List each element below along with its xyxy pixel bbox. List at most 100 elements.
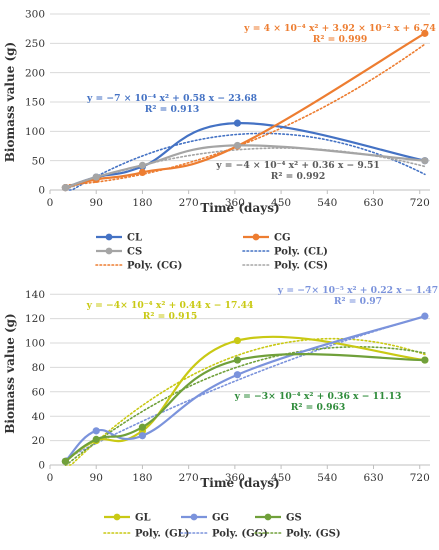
x-tick-label: 720 bbox=[410, 472, 430, 484]
x-tick-label: 0 bbox=[47, 197, 54, 209]
r-squared-gs: R² = 0.963 bbox=[291, 402, 346, 413]
gridlines: 0 50 100 150 200 250 300 bbox=[25, 9, 430, 197]
y-tick-label: 20 bbox=[32, 435, 45, 447]
point-gs bbox=[233, 356, 242, 364]
legend-item: Poly. (CG) bbox=[95, 261, 182, 272]
x-tick-label: 720 bbox=[410, 197, 430, 209]
legend-label: Poly. (GS) bbox=[286, 529, 341, 540]
legend-label: CL bbox=[127, 233, 142, 244]
x-tick-label: 270 bbox=[179, 472, 199, 484]
x-axis-label: Time (days) bbox=[200, 476, 279, 490]
y-tick-label: 250 bbox=[25, 38, 45, 50]
legend-marker bbox=[264, 513, 272, 521]
y-tick-label: 140 bbox=[25, 289, 45, 301]
legend-item: Poly. (GS) bbox=[254, 529, 341, 540]
point-gg bbox=[421, 312, 429, 320]
legend-item: GG bbox=[181, 513, 229, 524]
point-gs bbox=[138, 423, 147, 431]
point-gs bbox=[421, 356, 429, 364]
y-axis-label: Biomass value (g) bbox=[3, 42, 17, 162]
x-tick-label: 180 bbox=[132, 472, 152, 484]
x-tick-label: 270 bbox=[179, 197, 199, 209]
trendline-gl bbox=[64, 337, 426, 466]
legend-item: Poly. (GG) bbox=[180, 529, 268, 540]
x-tick-label: 450 bbox=[271, 472, 291, 484]
series-line-cg bbox=[65, 32, 426, 189]
legend-label: Poly. (CS) bbox=[274, 261, 328, 272]
y-tick-label: 0 bbox=[38, 185, 45, 197]
legend-item: Poly. (GL) bbox=[103, 529, 189, 540]
x-tick-label: 540 bbox=[317, 197, 337, 209]
legend-item: Poly. (CL) bbox=[242, 247, 328, 258]
point-cl bbox=[233, 119, 242, 127]
series-line-gs bbox=[64, 353, 425, 463]
legend-label: GG bbox=[212, 513, 229, 524]
x-tick-label: 0 bbox=[47, 472, 54, 484]
legend-label: Poly. (GL) bbox=[135, 529, 189, 540]
r-squared-gl: R² = 0.915 bbox=[143, 311, 198, 322]
equation-cl: y = −7 × 10⁻⁴ x² + 0.58 x − 23.68 bbox=[86, 93, 257, 104]
legend: GL GG GS Poly. (GL) Poly. (GG) Poly. (GS) bbox=[103, 513, 341, 540]
y-tick-label: 100 bbox=[25, 126, 45, 138]
x-tick-label: 180 bbox=[132, 197, 152, 209]
y-tick-label: 150 bbox=[25, 97, 45, 109]
legend: CL CG CS Poly. (CL) Poly. (CG) Poly. (CS) bbox=[95, 233, 328, 272]
legend-label: Poly. (CL) bbox=[274, 247, 328, 258]
legend-item: CS bbox=[96, 247, 142, 258]
r-squared-cl: R² = 0.913 bbox=[145, 104, 200, 115]
y-tick-label: 50 bbox=[32, 155, 45, 167]
trendline-gs bbox=[64, 346, 426, 466]
legend-marker bbox=[190, 513, 198, 521]
x-tick-label: 630 bbox=[363, 472, 383, 484]
point-cs bbox=[61, 184, 70, 192]
r-squared-cg: R² = 0.999 bbox=[313, 34, 368, 45]
point-gl bbox=[233, 336, 242, 345]
point-cg bbox=[138, 168, 147, 176]
equation-gl: y = −4× 10⁻⁴ x² + 0.44 x − 17.44 bbox=[86, 300, 254, 311]
point-cs bbox=[421, 157, 429, 165]
point-gg bbox=[233, 371, 242, 379]
point-gs bbox=[61, 457, 70, 465]
legend-label: GS bbox=[286, 513, 302, 524]
point-cs bbox=[233, 141, 242, 150]
x-tick-label: 360 bbox=[225, 197, 245, 209]
legend-item: CG bbox=[243, 233, 291, 244]
equation-cs: y = −4 × 10⁻⁴ x² + 0.36 x − 9.51 bbox=[215, 160, 380, 171]
legend-label: Poly. (CG) bbox=[127, 261, 182, 272]
legend-label: GL bbox=[135, 513, 151, 524]
y-tick-label: 40 bbox=[32, 411, 45, 423]
legend-marker bbox=[113, 513, 121, 521]
x-tick-label: 90 bbox=[90, 472, 103, 484]
y-tick-label: 300 bbox=[25, 9, 45, 21]
trendline-cg bbox=[64, 43, 426, 186]
point-cs bbox=[138, 161, 147, 169]
trendline-cl bbox=[64, 132, 426, 191]
point-cg bbox=[421, 29, 429, 37]
y-tick-label: 200 bbox=[25, 67, 45, 79]
y-tick-label: 80 bbox=[32, 362, 45, 374]
y-tick-label: 100 bbox=[25, 338, 45, 350]
x-axis-label: Time (days) bbox=[200, 201, 279, 215]
legend-item: GL bbox=[104, 513, 151, 524]
y-tick-label: 0 bbox=[38, 460, 45, 472]
legend-marker bbox=[252, 233, 260, 241]
legend-item: GS bbox=[255, 513, 302, 524]
point-gg bbox=[92, 427, 100, 435]
point-gs bbox=[92, 435, 100, 443]
legend-item: Poly. (CS) bbox=[242, 261, 328, 272]
legend-label: CS bbox=[127, 247, 142, 258]
r-squared-gg: R² = 0.97 bbox=[334, 296, 382, 307]
chart-bottom: 0 20 40 60 80 100 120 140 0 90 180 270 360 450 540 630 7… bbox=[3, 285, 438, 540]
legend-label: CG bbox=[274, 233, 291, 244]
x-tick-label: 540 bbox=[317, 472, 337, 484]
series-line-cs bbox=[65, 144, 425, 189]
equation-gs: y = −3× 10⁻⁴ x² + 0.36 x − 11.13 bbox=[234, 391, 402, 402]
legend-item: CL bbox=[96, 233, 142, 244]
x-tick-label: 90 bbox=[90, 197, 103, 209]
legend-marker bbox=[105, 247, 113, 255]
y-axis-label: Biomass value (g) bbox=[3, 313, 17, 433]
equation-gg: y = −7× 10⁻⁵ x² + 0.22 x − 1.47 bbox=[277, 285, 438, 296]
r-squared-cs: R² = 0.992 bbox=[271, 171, 326, 182]
legend-label: Poly. (GG) bbox=[212, 529, 268, 540]
